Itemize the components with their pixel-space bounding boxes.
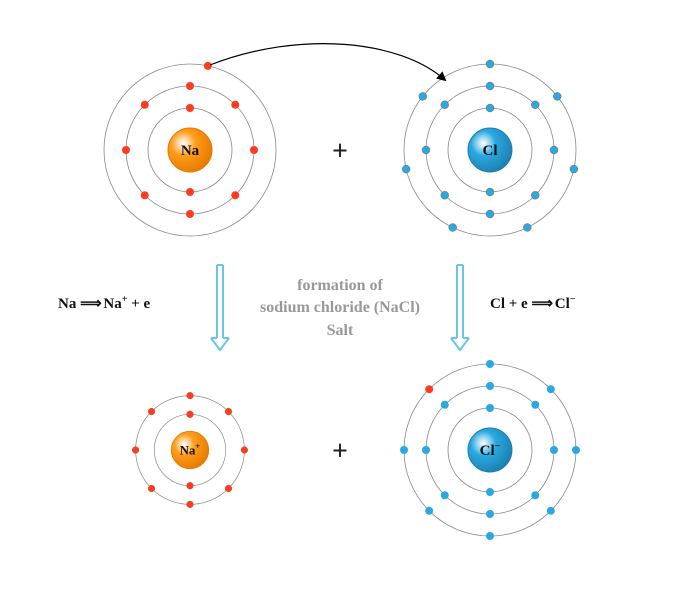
cl-equation: Cl + e ⟹ Cl− [490,294,575,313]
title-block: formation of sodium chloride (NaCl) Salt [240,275,440,342]
svg-text:Cl: Cl [483,143,498,159]
plus-top: + [332,136,348,168]
title-line3: Salt [327,322,354,339]
na-equation: Na ⟹ Na+ + e [58,294,150,313]
svg-text:Na: Na [181,143,200,159]
plus-bottom: + [332,436,348,468]
title-line2: sodium chloride (NaCl) [260,299,420,316]
title-line1: formation of [297,277,383,294]
